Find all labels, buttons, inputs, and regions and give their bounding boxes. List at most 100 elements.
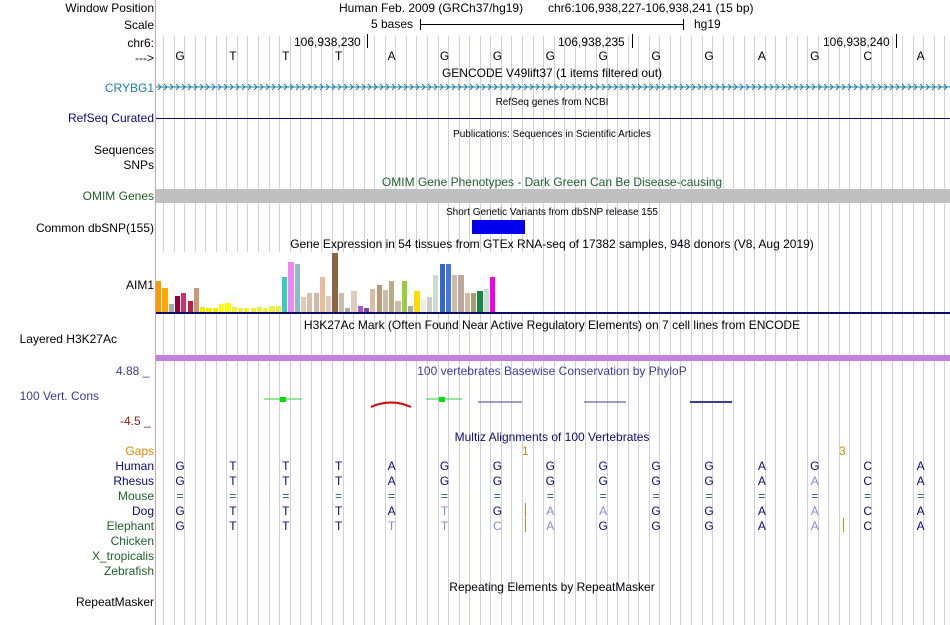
omim-label[interactable]: OMIM Genes	[82, 189, 154, 203]
gtex-tissue-bar[interactable]	[288, 262, 294, 312]
gtex-tissue-bar[interactable]	[464, 293, 470, 312]
gtex-tissue-bar[interactable]	[489, 277, 496, 312]
omim-feature-bar[interactable]	[156, 189, 950, 203]
aligned-base: G	[651, 474, 661, 488]
gtex-tissue-bar[interactable]	[483, 289, 489, 312]
gtex-tissue-bar[interactable]	[313, 293, 319, 312]
gtex-tissue-bar[interactable]	[263, 308, 269, 312]
gtex-tissue-bar[interactable]	[237, 308, 244, 312]
gtex-tissue-bar[interactable]	[477, 291, 483, 312]
gtex-tissue-bar[interactable]	[414, 291, 420, 312]
gtex-tissue-bar[interactable]	[174, 296, 181, 312]
gtex-tissue-bar[interactable]	[357, 306, 363, 312]
species-label-mouse[interactable]: Mouse	[117, 489, 154, 503]
publications-label-sequences[interactable]: Sequences	[93, 143, 154, 157]
aligned-base: G	[175, 504, 185, 518]
gtex-tissue-bar[interactable]	[458, 275, 464, 312]
gtex-tissue-bar[interactable]	[338, 293, 344, 312]
aligned-base: =	[282, 489, 290, 503]
aligned-base: =	[705, 489, 713, 503]
gtex-tissue-bar[interactable]	[326, 296, 332, 312]
grid-line	[775, 36, 776, 625]
gtex-tissue-bar[interactable]	[294, 264, 300, 312]
grid-line	[659, 36, 660, 625]
gtex-tissue-bar[interactable]	[445, 264, 452, 312]
gtex-tissue-bar[interactable]	[250, 308, 256, 312]
refseq-gene-line[interactable]	[156, 118, 950, 119]
gtex-tissue-bar[interactable]	[408, 306, 414, 312]
aligned-base: A	[599, 504, 608, 518]
phylop-plot[interactable]	[156, 380, 950, 430]
insertion-mark	[525, 518, 526, 532]
gtex-tissue-bar[interactable]	[256, 307, 263, 312]
grid-line	[511, 36, 512, 625]
gtex-tissue-bar[interactable]	[433, 275, 439, 312]
gtex-tissue-bar[interactable]	[244, 308, 250, 312]
grid-line	[353, 36, 354, 625]
phylop-label[interactable]: 100 Vert. Cons	[19, 389, 99, 403]
species-label-zebrafish[interactable]: Zebrafish	[103, 564, 154, 578]
gtex-tissue-bar[interactable]	[351, 291, 357, 312]
grid-line	[818, 36, 819, 625]
aligned-base: G	[598, 474, 608, 488]
h3k27ac-label[interactable]: Layered H3K27Ac	[19, 332, 117, 346]
gtex-tissue-bar[interactable]	[187, 301, 193, 312]
h3k27ac-signal[interactable]	[156, 355, 950, 361]
gtex-tissue-bar[interactable]	[401, 281, 407, 312]
dbsnp-variant-feature[interactable]	[472, 220, 525, 234]
gtex-tissue-bar[interactable]	[269, 306, 275, 312]
gtex-tissue-bar[interactable]	[382, 290, 389, 312]
publications-label-snps[interactable]: SNPs	[123, 158, 154, 172]
gtex-tissue-bar[interactable]	[219, 304, 225, 312]
gaps-label[interactable]: Gaps	[125, 444, 154, 458]
dbsnp-label[interactable]: Common dbSNP(155)	[35, 221, 154, 235]
gtex-tissue-bar[interactable]	[389, 281, 395, 312]
gtex-tissue-bar[interactable]	[181, 293, 187, 312]
gencode-gene-feature[interactable]	[156, 80, 950, 94]
gtex-tissue-bar[interactable]	[300, 297, 307, 312]
gtex-tissue-bar[interactable]	[452, 275, 458, 312]
species-label-elephant[interactable]: Elephant	[106, 519, 154, 533]
gtex-tissue-bar[interactable]	[206, 308, 212, 312]
gtex-bar-chart[interactable]	[156, 252, 536, 312]
gtex-tissue-bar[interactable]	[471, 293, 477, 312]
gene-label-crybg1[interactable]: CRYBG1	[104, 81, 154, 95]
aligned-base: T	[282, 519, 290, 533]
species-label-x_tropicalis[interactable]: X_tropicalis	[91, 549, 154, 563]
grid-line	[744, 36, 745, 625]
species-label-dog[interactable]: Dog	[131, 504, 154, 518]
gtex-tissue-bar[interactable]	[420, 299, 426, 312]
aligned-base: =	[229, 489, 237, 503]
repeatmasker-label[interactable]: RepeatMasker	[75, 595, 154, 609]
ruler-tick-mark	[367, 34, 368, 48]
gtex-tissue-bar[interactable]	[345, 308, 351, 312]
gtex-tissue-bar[interactable]	[426, 297, 433, 312]
species-label-chicken[interactable]: Chicken	[110, 534, 154, 548]
gtex-tissue-bar[interactable]	[319, 277, 326, 312]
species-label-rhesus[interactable]: Rhesus	[113, 474, 154, 488]
species-label-human[interactable]: Human	[115, 459, 154, 473]
gtex-tissue-bar[interactable]	[162, 288, 168, 312]
gtex-tissue-bar[interactable]	[168, 304, 174, 312]
gtex-tissue-bar[interactable]	[275, 306, 281, 312]
gtex-tissue-bar[interactable]	[370, 289, 376, 312]
gtex-tissue-bar[interactable]	[231, 307, 237, 312]
gtex-tissue-bar[interactable]	[212, 308, 218, 312]
gtex-tissue-bar[interactable]	[395, 301, 401, 312]
gtex-tissue-bar[interactable]	[193, 288, 200, 312]
ref-base: G	[439, 49, 450, 63]
gtex-tissue-bar[interactable]	[332, 253, 338, 312]
gtex-tissue-bar[interactable]	[200, 307, 206, 312]
gtex-tissue-bar[interactable]	[376, 285, 382, 312]
refseq-label[interactable]: RefSeq Curated	[67, 111, 154, 125]
gtex-tissue-bar[interactable]	[307, 293, 313, 312]
gtex-tissue-bar[interactable]	[363, 308, 370, 312]
gtex-tissue-bar[interactable]	[225, 303, 231, 312]
gtex-gene-label[interactable]: AIM1	[125, 278, 154, 292]
aligned-base: G	[598, 519, 608, 533]
gtex-tissue-bar[interactable]	[156, 281, 162, 312]
grid-line	[174, 36, 175, 625]
gtex-tissue-bar[interactable]	[282, 277, 288, 312]
gtex-tissue-bar[interactable]	[439, 264, 445, 312]
